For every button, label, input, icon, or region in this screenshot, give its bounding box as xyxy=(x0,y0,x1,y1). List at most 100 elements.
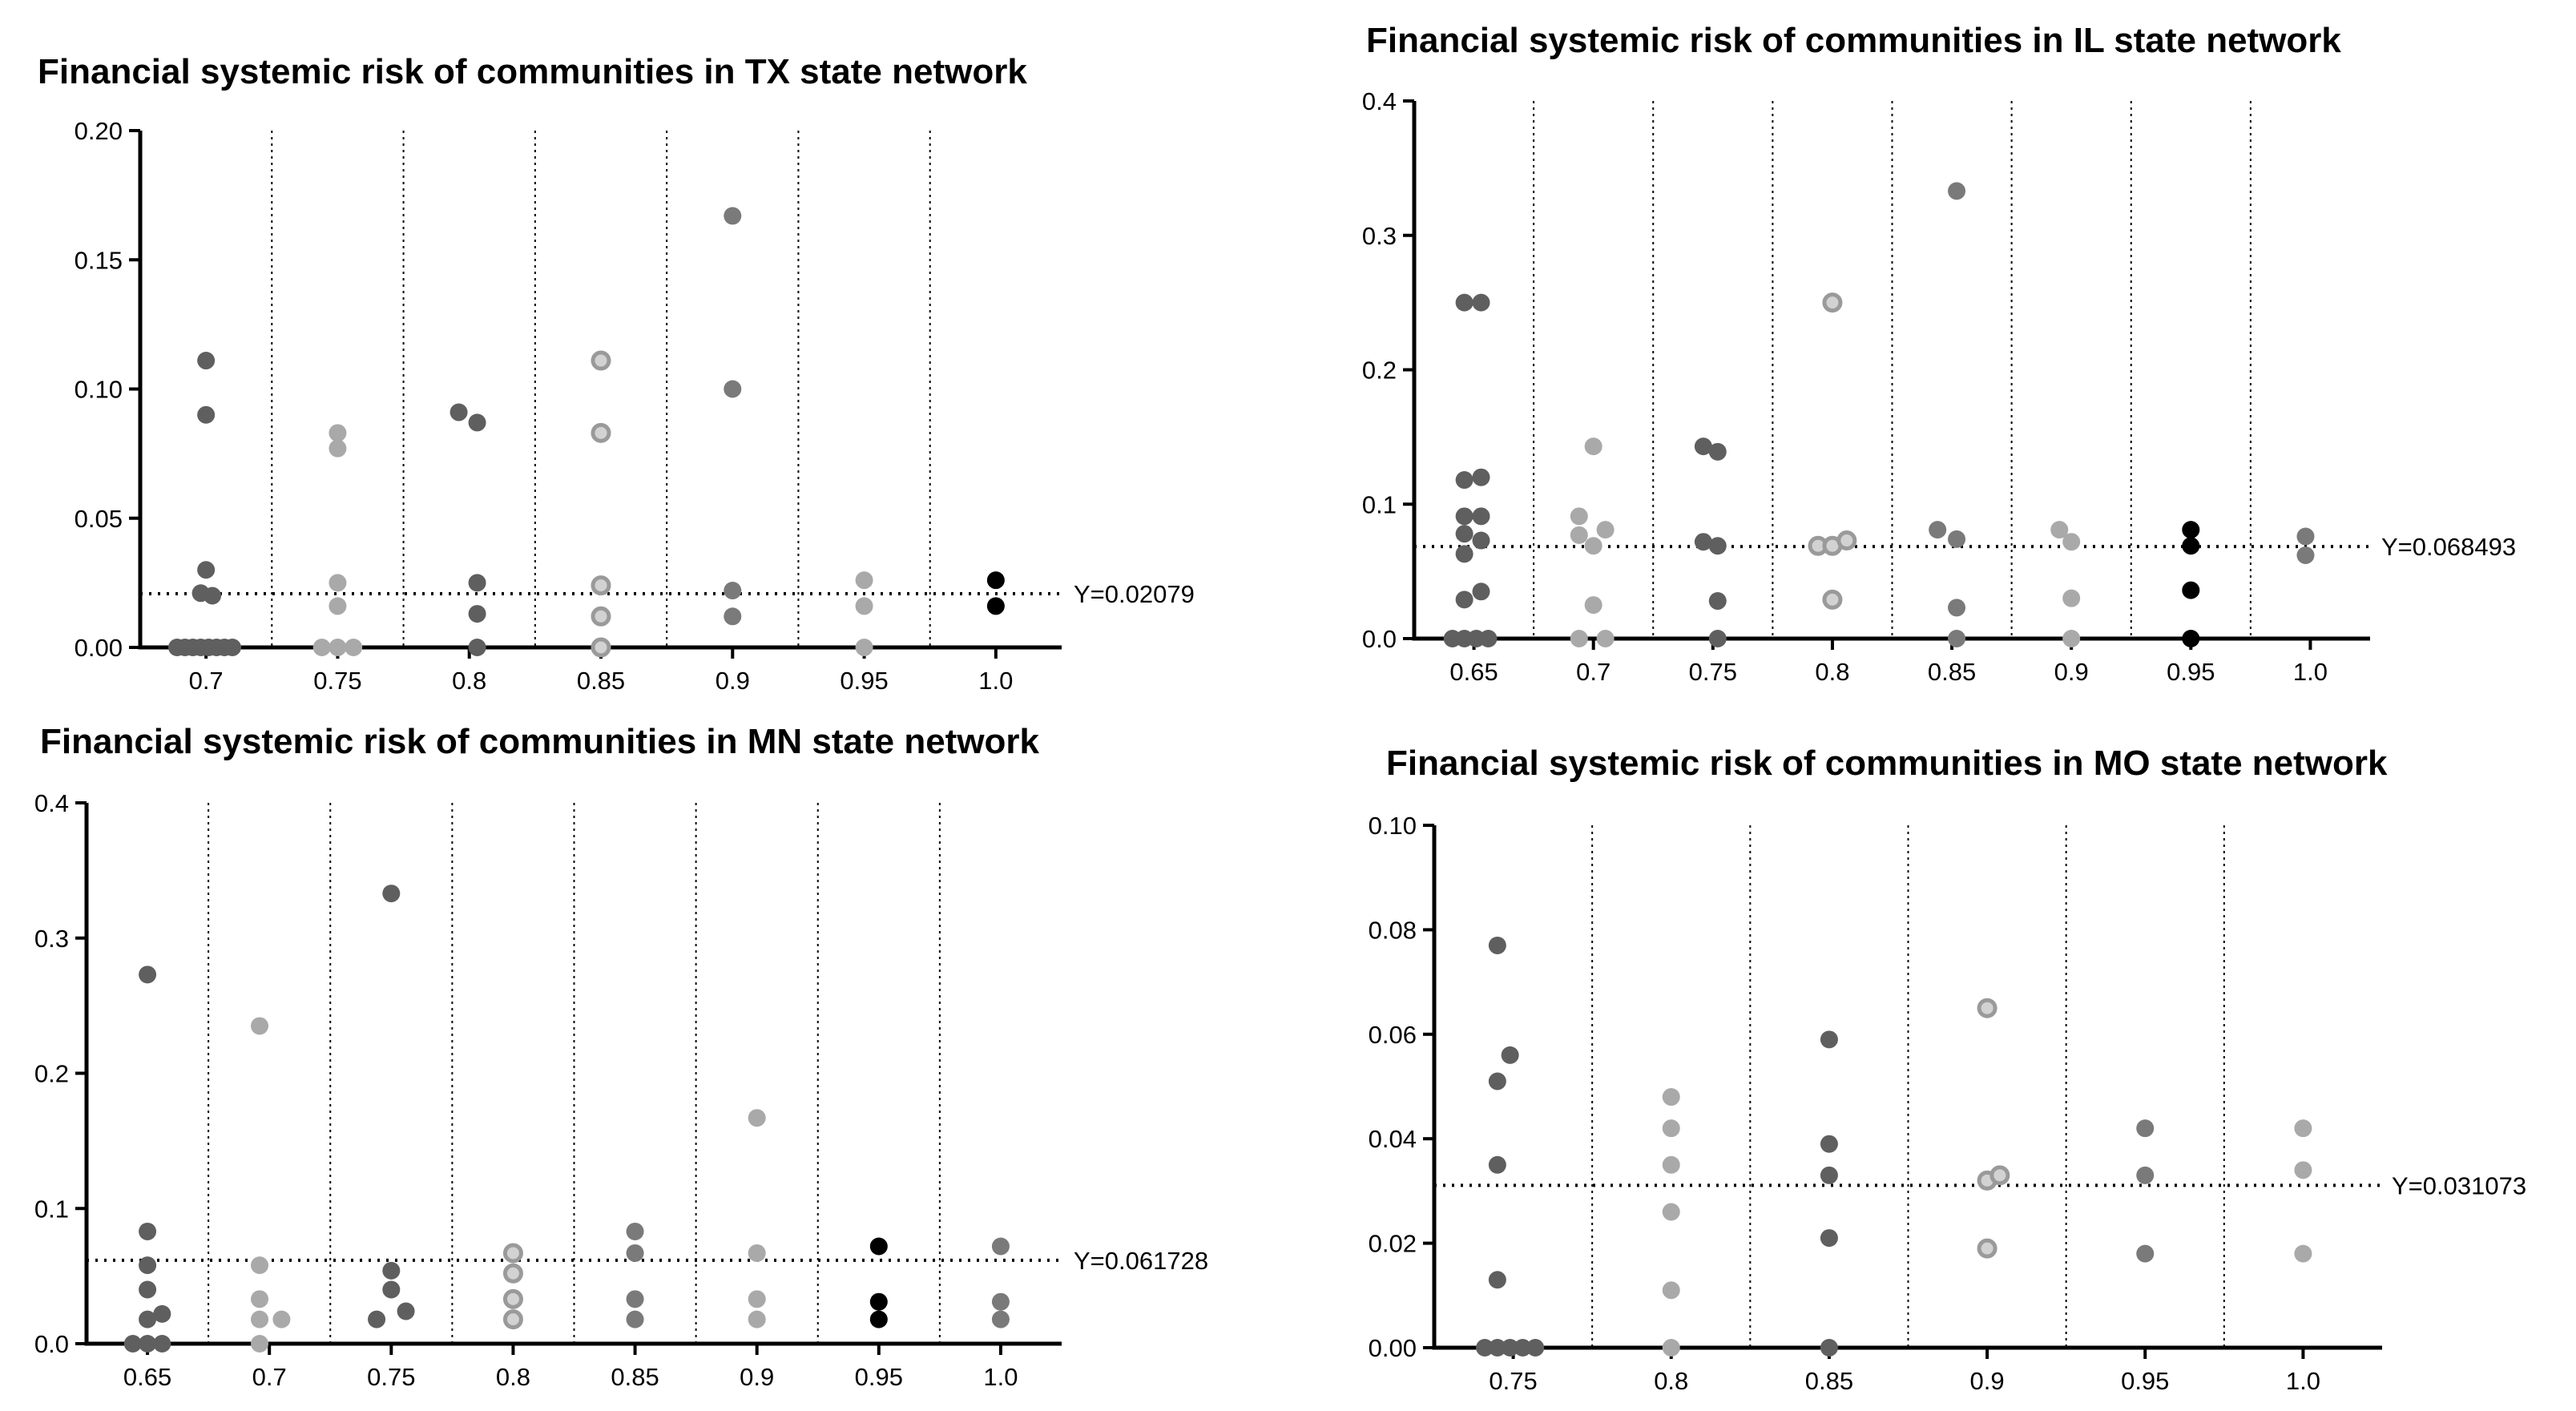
tx-chart-title: Financial systemic risk of communities i… xyxy=(38,52,1027,91)
tx-y-tick-label: 0.00 xyxy=(75,634,123,662)
mn-y-tick-label: 0.1 xyxy=(34,1195,69,1223)
mo-data-point xyxy=(1488,936,1506,954)
mn-data-point xyxy=(502,1263,523,1284)
tx-data-point xyxy=(468,574,486,592)
mo-data-point xyxy=(1501,1046,1519,1064)
mo-data-point xyxy=(1820,1135,1838,1153)
il-x-tick-label: 0.95 xyxy=(2167,658,2215,686)
tx-data-point xyxy=(197,405,216,424)
mn-data-point xyxy=(626,1244,644,1262)
mn-data-point xyxy=(382,1280,401,1299)
il-data-point xyxy=(1708,630,1727,647)
mn-x-tick-label: 0.9 xyxy=(740,1363,774,1391)
il-data-point xyxy=(1472,531,1490,550)
mn-x-tick-label: 0.85 xyxy=(611,1363,659,1391)
il-data-point xyxy=(1948,530,1966,548)
il-data-point xyxy=(2182,521,2200,539)
il-y-tick-label: 0.0 xyxy=(1362,625,1397,653)
il-data-point xyxy=(1472,583,1490,601)
tx-data-point xyxy=(468,639,486,656)
tx-data-point xyxy=(591,606,611,627)
tx-x-tick-label: 0.85 xyxy=(577,667,625,695)
mo-data-point xyxy=(1662,1339,1680,1357)
tx-data-point xyxy=(449,403,468,421)
il-x-tick-label: 0.8 xyxy=(1815,658,1849,686)
mn-data-point xyxy=(382,885,401,903)
mn-data-point xyxy=(626,1290,644,1308)
il-data-point xyxy=(1694,437,1712,456)
il-y-tick-label: 0.1 xyxy=(1362,490,1397,518)
mo-data-point xyxy=(1488,1155,1506,1174)
tx-data-point xyxy=(329,574,347,592)
tx-x-tick-label: 0.9 xyxy=(716,667,750,695)
mn-data-point xyxy=(251,1017,269,1035)
il-data-point xyxy=(1455,507,1473,526)
tx-x-tick-label: 0.75 xyxy=(313,667,361,695)
mn-chart-panel: Financial systemic risk of communities i… xyxy=(34,722,1208,1391)
mo-data-point xyxy=(1662,1203,1680,1221)
il-data-point xyxy=(1570,507,1588,526)
mo-data-point xyxy=(1977,1238,1998,1259)
mn-data-point xyxy=(869,1292,888,1311)
il-x-tick-label: 0.85 xyxy=(1928,658,1976,686)
tx-data-point xyxy=(986,571,1005,590)
tx-data-point xyxy=(724,207,742,225)
tx-data-point xyxy=(724,607,742,626)
mn-data-point xyxy=(502,1309,523,1330)
mn-data-point xyxy=(368,1310,386,1328)
tx-data-point xyxy=(855,571,873,590)
tx-reference-label: Y=0.02079 xyxy=(1074,580,1195,608)
il-data-point xyxy=(1929,521,1947,539)
il-x-tick-label: 0.75 xyxy=(1689,658,1737,686)
mn-data-point xyxy=(748,1244,766,1262)
il-data-point xyxy=(1472,293,1490,312)
tx-y-tick-label: 0.10 xyxy=(75,376,123,404)
il-data-point xyxy=(2296,527,2315,546)
mo-data-point xyxy=(1820,1339,1838,1357)
mo-y-tick-label: 0.00 xyxy=(1369,1334,1417,1362)
mn-data-point xyxy=(748,1109,766,1127)
mn-x-tick-label: 0.65 xyxy=(123,1363,171,1391)
mn-y-tick-label: 0.3 xyxy=(34,925,69,953)
mn-x-tick-label: 0.75 xyxy=(367,1363,415,1391)
mn-data-point xyxy=(991,1310,1010,1328)
mo-data-point xyxy=(1488,1072,1506,1091)
mo-y-tick-label: 0.04 xyxy=(1369,1125,1417,1153)
il-data-point xyxy=(1708,592,1727,611)
mn-data-point xyxy=(139,1256,157,1275)
mo-y-tick-label: 0.10 xyxy=(1369,812,1417,840)
il-data-point xyxy=(1584,437,1602,456)
mo-data-point xyxy=(1514,1339,1532,1357)
mn-data-point xyxy=(382,1261,401,1280)
il-data-point xyxy=(2182,630,2200,647)
tx-data-point xyxy=(468,605,486,623)
il-data-point xyxy=(1596,630,1615,647)
mn-data-point xyxy=(626,1222,644,1240)
mo-axes xyxy=(1432,825,2382,1350)
tx-data-point xyxy=(724,582,742,600)
tx-data-point xyxy=(986,597,1005,615)
tx-data-point xyxy=(591,422,611,443)
mn-y-tick-label: 0.2 xyxy=(34,1060,69,1088)
mn-data-point xyxy=(251,1310,269,1328)
mn-data-point xyxy=(502,1288,523,1309)
mn-data-point xyxy=(251,1290,269,1308)
il-data-point xyxy=(1455,545,1473,563)
il-x-tick-label: 0.9 xyxy=(2054,658,2089,686)
mn-data-point xyxy=(251,1335,269,1353)
mo-data-point xyxy=(1488,1339,1506,1357)
mo-data-point xyxy=(1662,1088,1680,1107)
il-data-point xyxy=(1596,521,1615,539)
il-data-point xyxy=(1708,442,1727,461)
mo-data-point xyxy=(1662,1119,1680,1138)
il-data-point xyxy=(1584,596,1602,615)
mo-data-point xyxy=(1989,1165,2010,1186)
il-x-tick-label: 0.65 xyxy=(1449,658,1498,686)
tx-data-point xyxy=(197,352,216,370)
mn-data-point xyxy=(397,1302,415,1320)
mn-data-point xyxy=(991,1292,1010,1311)
tx-y-tick-label: 0.15 xyxy=(75,246,123,274)
il-data-point xyxy=(2062,533,2081,551)
il-x-tick-label: 0.7 xyxy=(1576,658,1611,686)
tx-data-point xyxy=(329,424,347,442)
